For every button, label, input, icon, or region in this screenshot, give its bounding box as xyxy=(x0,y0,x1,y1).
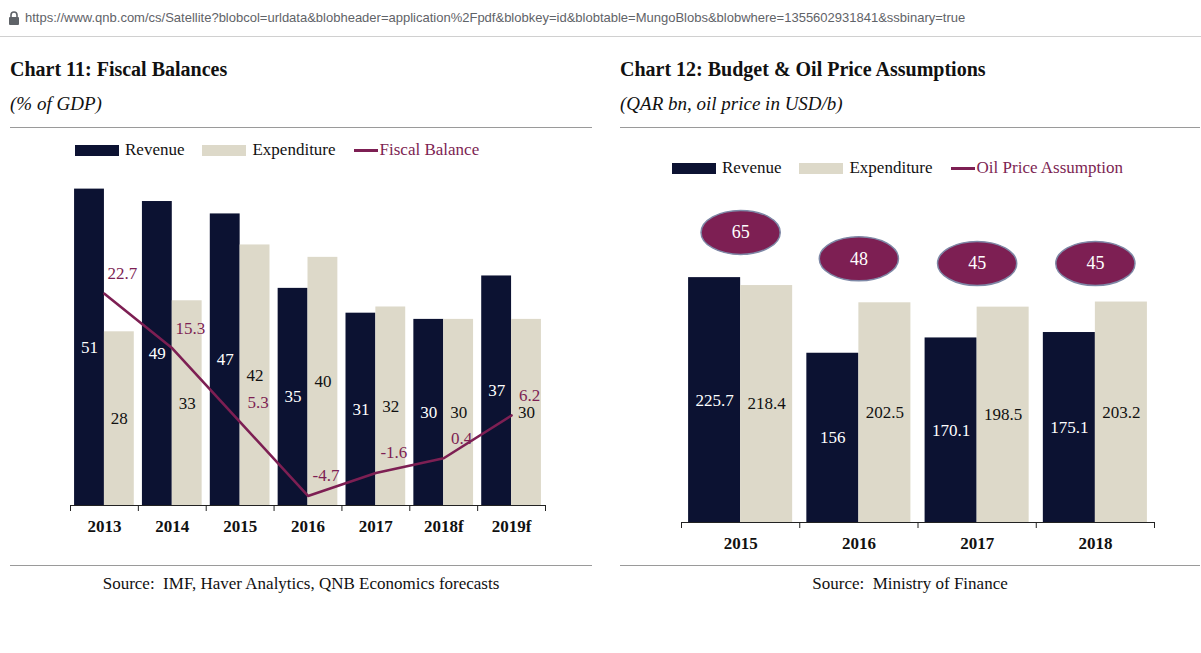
html-text:(QAR bn, oil price in USD/b): (QAR bn, oil price in USD/b) xyxy=(620,93,843,114)
svg-text:225.7: 225.7 xyxy=(695,391,734,410)
svg-text:15.3: 15.3 xyxy=(175,319,205,338)
svg-text:175.1: 175.1 xyxy=(1050,418,1088,437)
svg-text:2017: 2017 xyxy=(359,517,394,536)
svg-text:45: 45 xyxy=(968,253,986,273)
svg-text:2016: 2016 xyxy=(842,534,876,553)
html-text:Source: IMF, Haver Analytics,: Source: IMF, Haver Analytics, QNB Econom… xyxy=(102,574,500,593)
svg-text:28: 28 xyxy=(111,409,128,428)
svg-text:198.5: 198.5 xyxy=(984,405,1022,424)
svg-text:202.5: 202.5 xyxy=(866,403,904,422)
svg-text:2019f: 2019f xyxy=(492,517,532,536)
svg-text:35: 35 xyxy=(285,387,302,406)
svg-text:22.7: 22.7 xyxy=(108,264,138,283)
svg-text:2015: 2015 xyxy=(223,517,257,536)
svg-text:170.1: 170.1 xyxy=(932,421,970,440)
html-text:Expenditure: Expenditure xyxy=(252,140,336,159)
svg-text:2016: 2016 xyxy=(291,517,325,536)
svg-text:218.4: 218.4 xyxy=(748,394,787,413)
svg-text:6.2: 6.2 xyxy=(519,386,540,405)
svg-text:5.3: 5.3 xyxy=(248,393,269,412)
html-text:(% of GDP): (% of GDP) xyxy=(10,93,102,114)
html-text:Chart 11: Fiscal Balances: Chart 11: Fiscal Balances xyxy=(10,58,228,80)
svg-text:2018: 2018 xyxy=(1078,534,1112,553)
html-text:Revenue: Revenue xyxy=(125,140,185,159)
svg-text:48: 48 xyxy=(850,249,868,269)
svg-text:49: 49 xyxy=(149,344,166,363)
svg-text:156: 156 xyxy=(820,428,846,447)
svg-text:31: 31 xyxy=(352,400,369,419)
html-text:Revenue: Revenue xyxy=(722,158,782,177)
svg-text:33: 33 xyxy=(179,394,196,413)
svg-text:2014: 2014 xyxy=(155,517,190,536)
svg-text:2015: 2015 xyxy=(724,534,758,553)
svg-text:2017: 2017 xyxy=(960,534,995,553)
html-text:Chart 12: Budget & Oil Price A: Chart 12: Budget & Oil Price Assumptions xyxy=(620,58,986,80)
svg-text:65: 65 xyxy=(732,222,750,242)
svg-text:0.4: 0.4 xyxy=(451,429,473,448)
svg-text:30: 30 xyxy=(518,403,535,422)
svg-text:2018f: 2018f xyxy=(424,517,464,536)
svg-text:-1.6: -1.6 xyxy=(380,443,407,462)
html-text:Fiscal Balance: Fiscal Balance xyxy=(379,140,480,159)
svg-text:37: 37 xyxy=(488,381,506,400)
svg-text:32: 32 xyxy=(382,397,399,416)
svg-text:45: 45 xyxy=(1086,253,1104,273)
svg-text:2013: 2013 xyxy=(87,517,121,536)
html-text:https://www.qnb.com/cs/Satelli: https://www.qnb.com/cs/Satellite?blobcol… xyxy=(25,10,966,25)
svg-text:51: 51 xyxy=(81,338,98,357)
svg-text:30: 30 xyxy=(420,403,437,422)
svg-text:40: 40 xyxy=(314,372,331,391)
html-text:Oil Price Assumption: Oil Price Assumption xyxy=(976,158,1123,177)
html-text:Source: Ministry of Finance: Source: Ministry of Finance xyxy=(812,574,1008,593)
svg-text:47: 47 xyxy=(217,350,235,369)
svg-text:203.2: 203.2 xyxy=(1102,403,1140,422)
html-text:Expenditure: Expenditure xyxy=(849,158,933,177)
svg-text:-4.7: -4.7 xyxy=(313,466,340,485)
svg-text:30: 30 xyxy=(450,403,467,422)
svg-text:42: 42 xyxy=(247,366,264,385)
